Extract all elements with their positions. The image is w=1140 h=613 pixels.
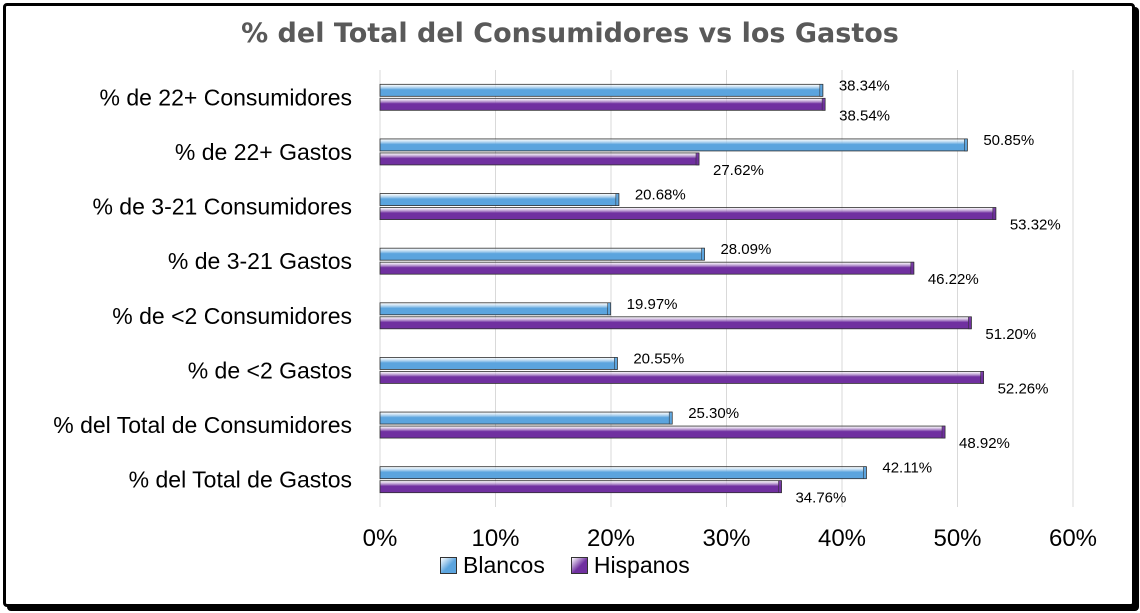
bar-blancos-7 bbox=[379, 466, 867, 480]
bar-cap-hispanos-5 bbox=[980, 371, 984, 384]
x-tick-label-5: 50% bbox=[933, 525, 981, 552]
bar-cap-hispanos-0 bbox=[821, 98, 826, 111]
data-label-blancos-6: 25.30% bbox=[688, 405, 739, 422]
data-label-hispanos-2: 53.32% bbox=[1010, 217, 1061, 234]
bar-cap-hispanos-3 bbox=[910, 261, 915, 275]
data-label-blancos-1: 50.85% bbox=[983, 132, 1034, 149]
bar-cap-blancos-5 bbox=[614, 357, 618, 370]
data-label-hispanos-4: 51.20% bbox=[985, 326, 1036, 343]
category-label-4: % de <2 Consumidores bbox=[112, 303, 352, 329]
bar-cap-blancos-7 bbox=[863, 466, 867, 479]
bar-hispanos-3 bbox=[379, 261, 915, 275]
data-label-hispanos-5: 52.26% bbox=[998, 380, 1049, 397]
bar-hispanos-0 bbox=[379, 97, 826, 111]
data-label-hispanos-1: 27.62% bbox=[713, 162, 764, 179]
bar-cap-hispanos-7 bbox=[778, 480, 782, 493]
bar-blancos-1 bbox=[379, 138, 968, 152]
x-tick-label-4: 40% bbox=[818, 525, 866, 552]
data-label-blancos-4: 19.97% bbox=[627, 296, 678, 313]
bar-cap-blancos-6 bbox=[668, 411, 673, 425]
x-tick-label-0: 0% bbox=[363, 525, 398, 552]
bar-cap-hispanos-2 bbox=[992, 207, 997, 220]
x-tick-label-1: 10% bbox=[471, 525, 519, 552]
x-tick-label-6: 60% bbox=[1049, 525, 1097, 552]
data-label-blancos-7: 42.11% bbox=[882, 460, 932, 477]
category-label-0: % de 22+ Consumidores bbox=[99, 84, 352, 110]
bar-hispanos-1 bbox=[379, 152, 700, 166]
data-label-blancos-0: 38.34% bbox=[839, 77, 890, 94]
chart-title: % del Total del Consumidores vs los Gast… bbox=[241, 18, 899, 49]
bar-hispanos-4 bbox=[379, 316, 972, 330]
data-label-hispanos-6: 48.92% bbox=[959, 435, 1010, 452]
bar-blancos-6 bbox=[379, 411, 673, 425]
bar-blancos-2 bbox=[379, 193, 620, 206]
data-label-hispanos-0: 38.54% bbox=[839, 107, 890, 124]
category-label-1: % de 22+ Gastos bbox=[175, 139, 352, 165]
bar-blancos-5 bbox=[379, 357, 618, 370]
category-label-3: % de 3-21 Gastos bbox=[168, 248, 352, 274]
legend-item-blancos: Blancos bbox=[440, 552, 545, 579]
legend: Blancos Hispanos bbox=[440, 552, 690, 579]
category-label-6: % del Total de Consumidores bbox=[53, 412, 352, 438]
data-label-blancos-5: 20.55% bbox=[633, 350, 684, 367]
x-tick-label-2: 20% bbox=[587, 525, 635, 552]
data-label-hispanos-3: 46.22% bbox=[928, 271, 979, 288]
bar-hispanos-2 bbox=[379, 207, 997, 220]
legend-swatch-hispanos bbox=[570, 557, 588, 574]
legend-item-hispanos: Hispanos bbox=[570, 552, 690, 579]
bar-cap-hispanos-4 bbox=[968, 316, 972, 330]
bar-cap-blancos-2 bbox=[615, 193, 620, 206]
bar-blancos-3 bbox=[379, 247, 705, 261]
bar-hispanos-5 bbox=[379, 371, 985, 384]
legend-label-hispanos: Hispanos bbox=[593, 552, 690, 578]
data-label-blancos-3: 28.09% bbox=[720, 241, 771, 258]
bar-hispanos-6 bbox=[379, 425, 946, 439]
legend-label-blancos: Blancos bbox=[463, 552, 545, 578]
category-label-5: % de <2 Gastos bbox=[188, 357, 352, 383]
category-label-2: % de 3-21 Consumidores bbox=[92, 194, 352, 220]
bar-blancos-0 bbox=[379, 83, 824, 97]
bar-cap-blancos-1 bbox=[964, 138, 968, 152]
bar-hispanos-7 bbox=[379, 480, 782, 494]
data-label-hispanos-7: 34.76% bbox=[795, 490, 846, 507]
bar-cap-hispanos-1 bbox=[695, 152, 700, 166]
bar-cap-hispanos-6 bbox=[941, 425, 946, 439]
bar-cap-blancos-4 bbox=[607, 302, 611, 316]
category-label-7: % del Total de Gastos bbox=[129, 467, 352, 493]
bar-cap-blancos-3 bbox=[701, 247, 705, 261]
x-tick-label-3: 30% bbox=[702, 525, 750, 552]
bar-cap-blancos-0 bbox=[819, 84, 824, 97]
bar-blancos-4 bbox=[379, 302, 612, 316]
data-label-blancos-2: 20.68% bbox=[635, 187, 686, 204]
legend-swatch-blancos bbox=[440, 557, 457, 574]
